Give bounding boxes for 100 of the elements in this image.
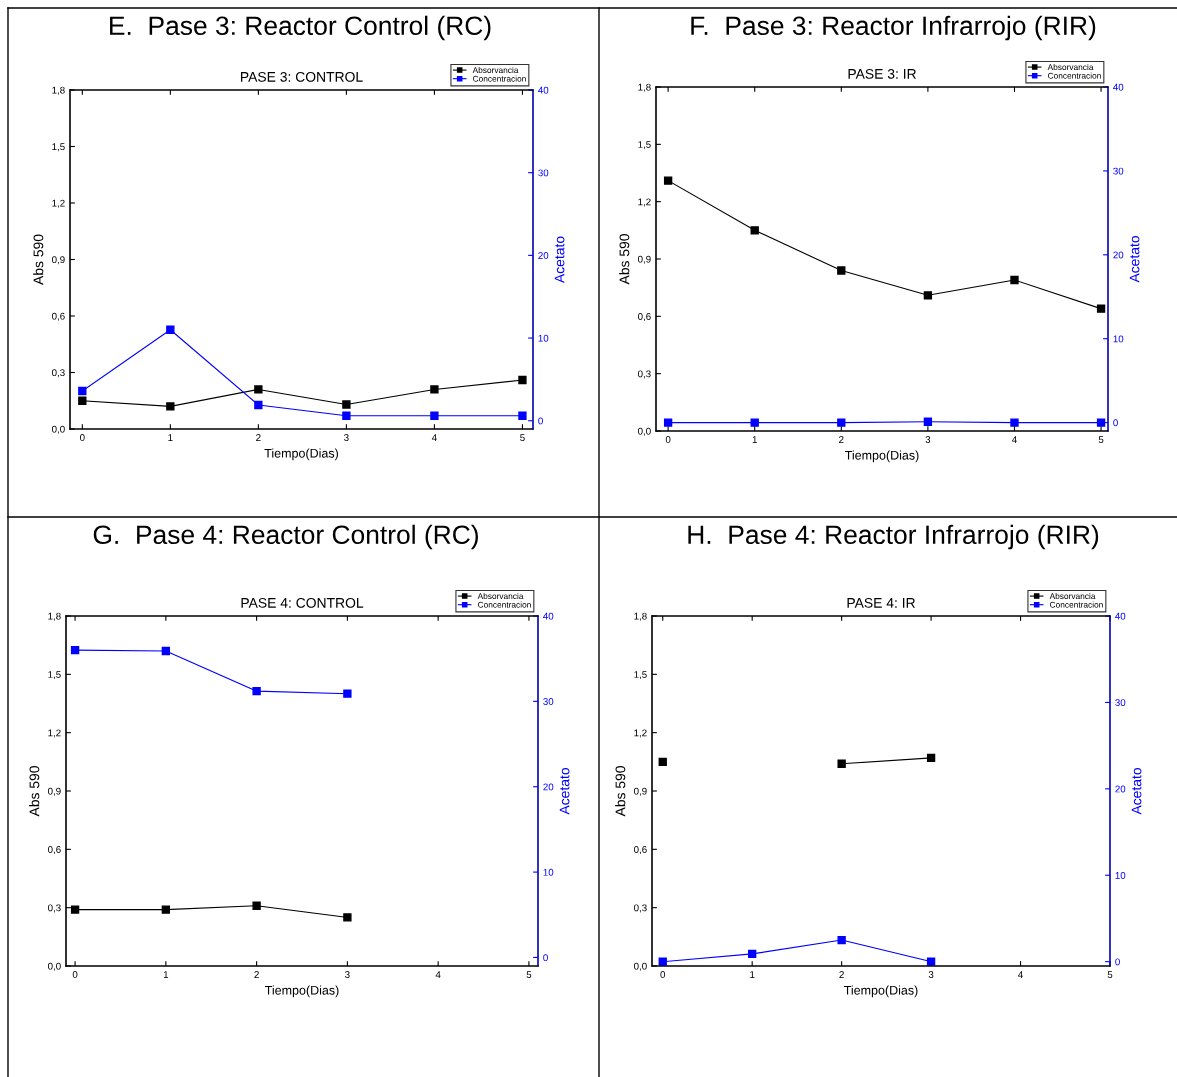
y2-tick-label: 30 xyxy=(538,169,549,177)
x-axis-title: Tiempo(Dias) xyxy=(845,450,919,463)
legend-label: Concentracion xyxy=(1050,601,1103,608)
point xyxy=(748,949,757,959)
y2-axis-title: Acetato xyxy=(1129,236,1140,283)
point xyxy=(342,411,351,420)
y2-tick-label: 30 xyxy=(1115,699,1126,707)
point xyxy=(663,176,673,185)
y2-axis-title: Acetato xyxy=(1131,768,1142,815)
legend-label: Concentracion xyxy=(478,601,531,608)
legend-label: Concentracion xyxy=(1048,72,1101,79)
x-tick-label: 4 xyxy=(431,434,437,441)
y-tick-label: 0,9 xyxy=(634,787,647,796)
y2-tick-label: 0 xyxy=(538,417,543,425)
y2-tick-label: 20 xyxy=(543,783,554,791)
point xyxy=(161,646,171,656)
y-tick-label: 1,2 xyxy=(634,729,647,738)
chart-title: PASE 3: CONTROL xyxy=(241,71,363,82)
y-tick-label: 0,0 xyxy=(638,427,651,436)
point xyxy=(343,689,352,698)
y-tick-label: 0,9 xyxy=(48,787,61,796)
point xyxy=(518,411,527,420)
point xyxy=(166,402,175,411)
y-tick-label: 1,8 xyxy=(48,612,61,621)
point xyxy=(254,400,263,410)
point xyxy=(254,385,263,394)
y-tick-label: 1,2 xyxy=(52,199,65,208)
text: G. Pase 4: Reactor Control (RC) xyxy=(93,524,478,550)
y-tick-label: 0,0 xyxy=(52,425,65,434)
y-tick-label: 0,6 xyxy=(52,312,65,321)
y2-tick-label: 40 xyxy=(1115,612,1126,620)
y-axis-title: Abs 590 xyxy=(33,234,44,285)
legend-label: Absorvancia xyxy=(477,592,524,600)
y2-tick-label: 40 xyxy=(543,612,554,620)
x-tick-label: 4 xyxy=(1018,971,1023,978)
text: H. Pase 4: Reactor Infrarrojo (RIR) xyxy=(688,524,1099,550)
y2-tick-label: 10 xyxy=(1115,871,1126,879)
y-tick-label: 1,2 xyxy=(48,729,61,738)
y-tick-label: 1,8 xyxy=(634,612,647,621)
x-tick-label: 4 xyxy=(1012,436,1017,443)
point xyxy=(166,325,175,334)
y2-tick-label: 0 xyxy=(1113,419,1118,427)
y2-tick-label: 20 xyxy=(538,252,549,259)
y-tick-label: 1,5 xyxy=(48,671,61,680)
x-tick-label: 2 xyxy=(254,971,259,978)
chart-title: PASE 3: IR xyxy=(848,68,916,79)
x-tick-label: 3 xyxy=(344,434,349,441)
point xyxy=(837,266,846,275)
y-tick-label: 1,8 xyxy=(638,83,651,92)
point xyxy=(923,291,933,300)
y-tick-label: 0,0 xyxy=(634,962,647,971)
x-tick-label: 0 xyxy=(72,971,78,978)
x-tick-label: 2 xyxy=(839,436,844,443)
point xyxy=(837,935,846,945)
point xyxy=(342,400,351,409)
x-tick-label: 2 xyxy=(839,971,844,978)
y2-tick-label: 30 xyxy=(543,698,554,705)
point xyxy=(750,226,759,235)
x-tick-label: 3 xyxy=(928,971,934,978)
point xyxy=(430,385,439,394)
y-tick-label: 1,2 xyxy=(638,198,651,207)
y-tick-label: 0,3 xyxy=(634,904,647,913)
x-tick-label: 0 xyxy=(660,971,666,978)
y-tick-label: 0,3 xyxy=(52,369,65,378)
y-tick-label: 1,5 xyxy=(634,671,647,680)
x-tick-label: 4 xyxy=(435,971,441,978)
y2-tick-label: 10 xyxy=(1113,335,1124,343)
x-tick-label: 5 xyxy=(1098,436,1104,443)
text: F. Pase 3: Reactor Infrarrojo (RIR) xyxy=(691,15,1096,41)
text: E. Pase 3: Reactor Control (RC) xyxy=(110,15,491,41)
point xyxy=(430,411,439,420)
x-tick-label: 1 xyxy=(168,434,173,441)
x-tick-label: 5 xyxy=(526,971,532,978)
point xyxy=(1096,304,1106,313)
x-axis-title: Tiempo(Dias) xyxy=(264,448,338,461)
x-tick-label: 1 xyxy=(163,971,169,978)
chart-title: PASE 4: CONTROL xyxy=(241,597,364,608)
legend-label: Absorvancia xyxy=(1049,592,1096,600)
y-tick-label: 0,0 xyxy=(48,962,61,971)
legend-label: Concentracion xyxy=(473,75,526,82)
y-tick-label: 0,9 xyxy=(52,256,65,265)
y2-tick-label: 30 xyxy=(1113,167,1124,175)
y2-axis-title: Acetato xyxy=(554,236,565,284)
point xyxy=(78,396,87,405)
y-tick-label: 0,6 xyxy=(638,313,651,322)
x-tick-label: 3 xyxy=(925,436,931,443)
point xyxy=(70,645,80,655)
y2-tick-label: 40 xyxy=(1113,83,1124,91)
legend-label: Absorvancia xyxy=(472,66,519,74)
x-tick-label: 0 xyxy=(80,434,85,441)
y2-tick-label: 10 xyxy=(538,334,549,342)
y2-tick-label: 40 xyxy=(538,86,549,94)
y-tick-label: 1,8 xyxy=(52,86,65,95)
y-tick-label: 0,3 xyxy=(48,904,61,913)
x-tick-label: 2 xyxy=(256,434,261,441)
y-axis-title: Abs 590 xyxy=(619,234,630,285)
y2-tick-label: 20 xyxy=(1113,251,1124,259)
x-axis-title: Tiempo(Dias) xyxy=(265,985,339,998)
x-axis-title: Tiempo(Dias) xyxy=(844,985,918,998)
x-tick-label: 3 xyxy=(345,971,350,978)
